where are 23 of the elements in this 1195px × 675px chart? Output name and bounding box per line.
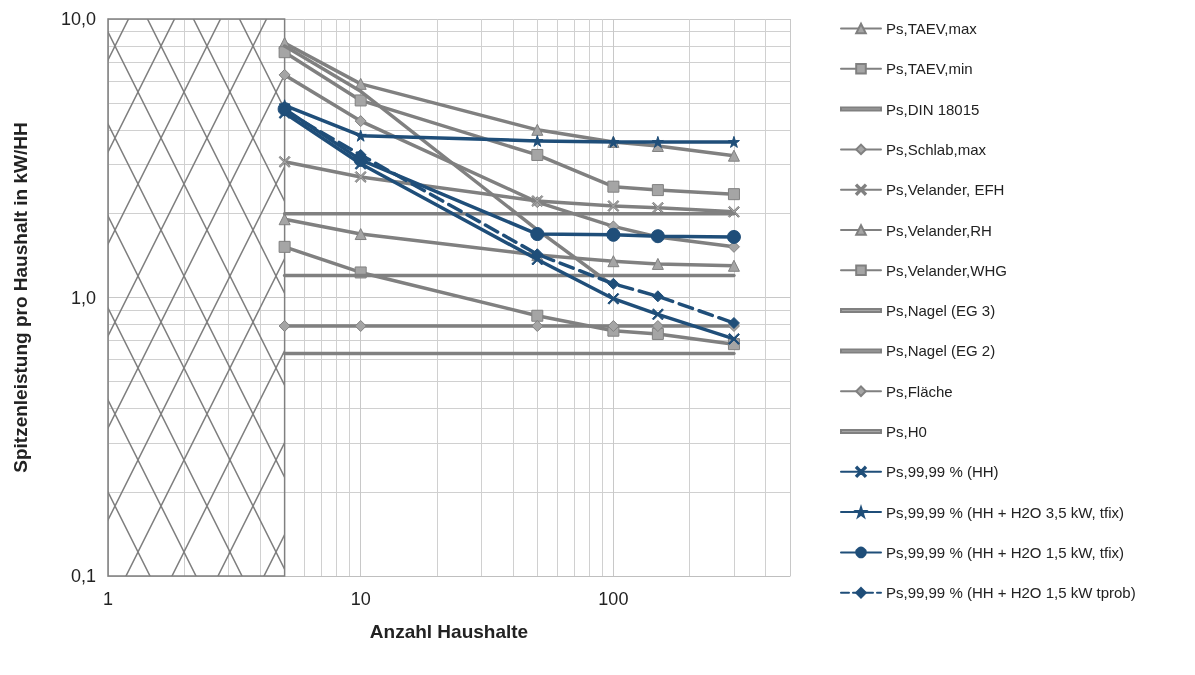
legend-label: Ps,DIN 18015	[886, 100, 980, 118]
legend-label: Ps,99,99 % (HH + H2O 3,5 kW, tfix)	[886, 503, 1124, 521]
legend-label: Ps,H0	[886, 423, 927, 440]
legend-label: Ps,Schlab,max	[886, 140, 987, 158]
legend-label: Ps,Velander,RH	[886, 221, 992, 239]
y-tick-label: 10,0	[60, 9, 96, 29]
y-tick-label: 1,0	[70, 287, 96, 308]
legend-label: Ps,99,99 % (HH + H2O 1,5 kW, tfix)	[886, 543, 1124, 561]
legend-label: Ps,Nagel (EG 2)	[886, 342, 996, 360]
y-axis-title: Spitzenleistung pro Haushalt in kW/HH	[10, 122, 31, 473]
legend-label: Ps,Velander, EFH	[886, 181, 1005, 199]
legend-label: Ps,TAEV,max	[886, 20, 978, 37]
x-tick-label: 1	[102, 589, 114, 609]
legend-label: Ps,Fläche	[886, 382, 953, 400]
x-tick-label: 100	[598, 589, 629, 609]
x-axis-title: Anzahl Haushalte	[369, 621, 529, 642]
legend-label: Ps,Nagel (EG 3)	[886, 302, 996, 320]
y-tick-label: 0,1	[70, 566, 96, 586]
legend-label: Ps,99,99 % (HH + H2O 1,5 kW tprob)	[886, 584, 1136, 602]
legend-label: Ps,TAEV,min	[886, 60, 973, 78]
legend-label: Ps,Velander,WHG	[886, 261, 1007, 279]
x-tick-label: 10	[350, 589, 371, 609]
legend-label: Ps,99,99 % (HH)	[886, 463, 999, 481]
